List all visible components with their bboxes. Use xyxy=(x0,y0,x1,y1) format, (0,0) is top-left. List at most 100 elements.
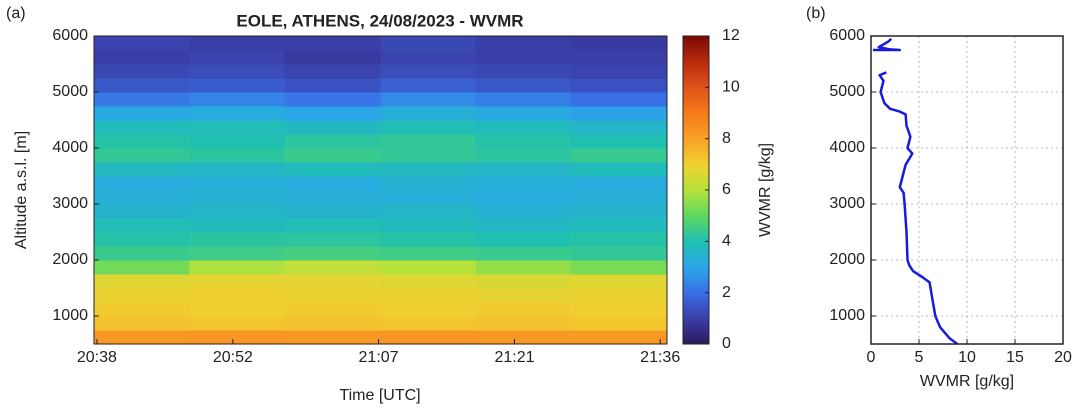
heatmap-cell xyxy=(380,190,477,205)
heatmap-cell xyxy=(94,92,190,107)
heatmap-cell xyxy=(570,64,668,79)
heatmap-cell xyxy=(94,134,190,149)
heatmap-cell xyxy=(570,232,668,247)
heatmap-cell xyxy=(475,78,572,93)
heatmap-cell xyxy=(94,78,190,93)
heatmap-cell xyxy=(475,106,572,121)
heatmap-cell xyxy=(94,204,190,219)
colorbar-tick-label: 0 xyxy=(722,335,731,352)
heatmap-cell xyxy=(380,246,477,261)
heatmap-cell xyxy=(94,50,190,65)
heatmap-cell xyxy=(570,190,668,205)
heatmap-cell xyxy=(189,330,285,345)
heatmap-cell xyxy=(189,78,285,93)
heatmap-cell xyxy=(570,316,668,331)
heatmap-cell xyxy=(94,316,190,331)
heatmap-cell xyxy=(380,92,477,107)
x-tick-label: 20:52 xyxy=(213,349,253,366)
y-tick-label: 1000 xyxy=(52,307,88,324)
heatmap-cell xyxy=(380,120,477,135)
heatmap-cell xyxy=(380,316,477,331)
y-tick-label: 5000 xyxy=(52,83,88,100)
heatmap-cell xyxy=(570,218,668,233)
heatmap-cell xyxy=(475,288,572,303)
heatmap-cell xyxy=(94,176,190,191)
heatmap-cell xyxy=(94,190,190,205)
heatmap-cell xyxy=(570,260,668,275)
heatmap-cell xyxy=(570,176,668,191)
x-tick-label: 5 xyxy=(915,349,924,366)
heatmap-cell xyxy=(475,190,572,205)
x-tick-label: 21:36 xyxy=(640,349,680,366)
heatmap-cell xyxy=(189,260,285,275)
heatmap-cell xyxy=(475,302,572,317)
heatmap-cell xyxy=(94,330,190,345)
heatmap-cell xyxy=(475,316,572,331)
heatmap-cell xyxy=(94,246,190,261)
y-tick-label: 2000 xyxy=(52,251,88,268)
y-tick-label: 6000 xyxy=(52,27,88,44)
heatmap-cell xyxy=(284,148,381,163)
heatmap-cell xyxy=(284,218,381,233)
heatmap-cell xyxy=(284,162,381,177)
heatmap-cell xyxy=(380,204,477,219)
heatmap-cell xyxy=(380,162,477,177)
heatmap-cell xyxy=(94,120,190,135)
heatmap-cell xyxy=(189,274,285,289)
heatmap-cell xyxy=(570,50,668,65)
y-tick-label: 1000 xyxy=(829,307,865,324)
heatmap-cell xyxy=(189,120,285,135)
heatmap-cell xyxy=(94,106,190,121)
heatmap-cell xyxy=(475,232,572,247)
heatmap-cell xyxy=(380,50,477,65)
heatmap-cell xyxy=(475,50,572,65)
y-tick-label: 2000 xyxy=(829,251,865,268)
heatmap-cell xyxy=(189,246,285,261)
heatmap-cell xyxy=(284,246,381,261)
heatmap-cell xyxy=(94,288,190,303)
heatmap-cell xyxy=(380,64,477,79)
heatmap-cell xyxy=(475,64,572,79)
heatmap-cell xyxy=(475,246,572,261)
heatmap-cell xyxy=(94,218,190,233)
heatmap-cell xyxy=(94,64,190,79)
colorbar-tick-label: 6 xyxy=(722,181,731,198)
heatmap-cell xyxy=(189,302,285,317)
heatmap-cell xyxy=(284,50,381,65)
heatmap-cell xyxy=(284,64,381,79)
heatmap-cell xyxy=(570,302,668,317)
heatmap-cell xyxy=(94,260,190,275)
x-tick-label: 20 xyxy=(1054,349,1072,366)
heatmap-cell xyxy=(189,148,285,163)
colorbar xyxy=(682,35,710,345)
heatmap-cell xyxy=(570,204,668,219)
x-tick-label: 0 xyxy=(867,349,876,366)
y-tick-label: 4000 xyxy=(829,139,865,156)
colorbar-tick-label: 4 xyxy=(722,233,731,250)
heatmap-cell xyxy=(380,176,477,191)
heatmap-cell xyxy=(570,274,668,289)
heatmap-cell xyxy=(380,232,477,247)
plot-frame xyxy=(93,35,668,345)
heatmap-cell xyxy=(284,288,381,303)
heatmap-cell xyxy=(94,162,190,177)
x-tick-label: 21:07 xyxy=(359,349,399,366)
x-axis-label: Time [UTC] xyxy=(339,387,420,404)
heatmap-cell xyxy=(94,274,190,289)
heatmap-cell xyxy=(475,134,572,149)
heatmap-cell xyxy=(284,36,381,51)
x-tick-label: 21:21 xyxy=(495,349,535,366)
heatmap-cell xyxy=(570,330,668,345)
x-tick-label: 20:38 xyxy=(77,349,117,366)
heatmap-cell xyxy=(284,330,381,345)
panel-label: (a) xyxy=(6,5,26,22)
heatmap-cell xyxy=(284,78,381,93)
heatmap-cell xyxy=(284,190,381,205)
heatmap-cell xyxy=(380,36,477,51)
heatmap-cell xyxy=(570,246,668,261)
heatmap-cell xyxy=(284,176,381,191)
heatmap-cell xyxy=(189,176,285,191)
heatmap-cell xyxy=(475,218,572,233)
y-tick-label: 6000 xyxy=(829,27,865,44)
heatmap-cell xyxy=(189,162,285,177)
